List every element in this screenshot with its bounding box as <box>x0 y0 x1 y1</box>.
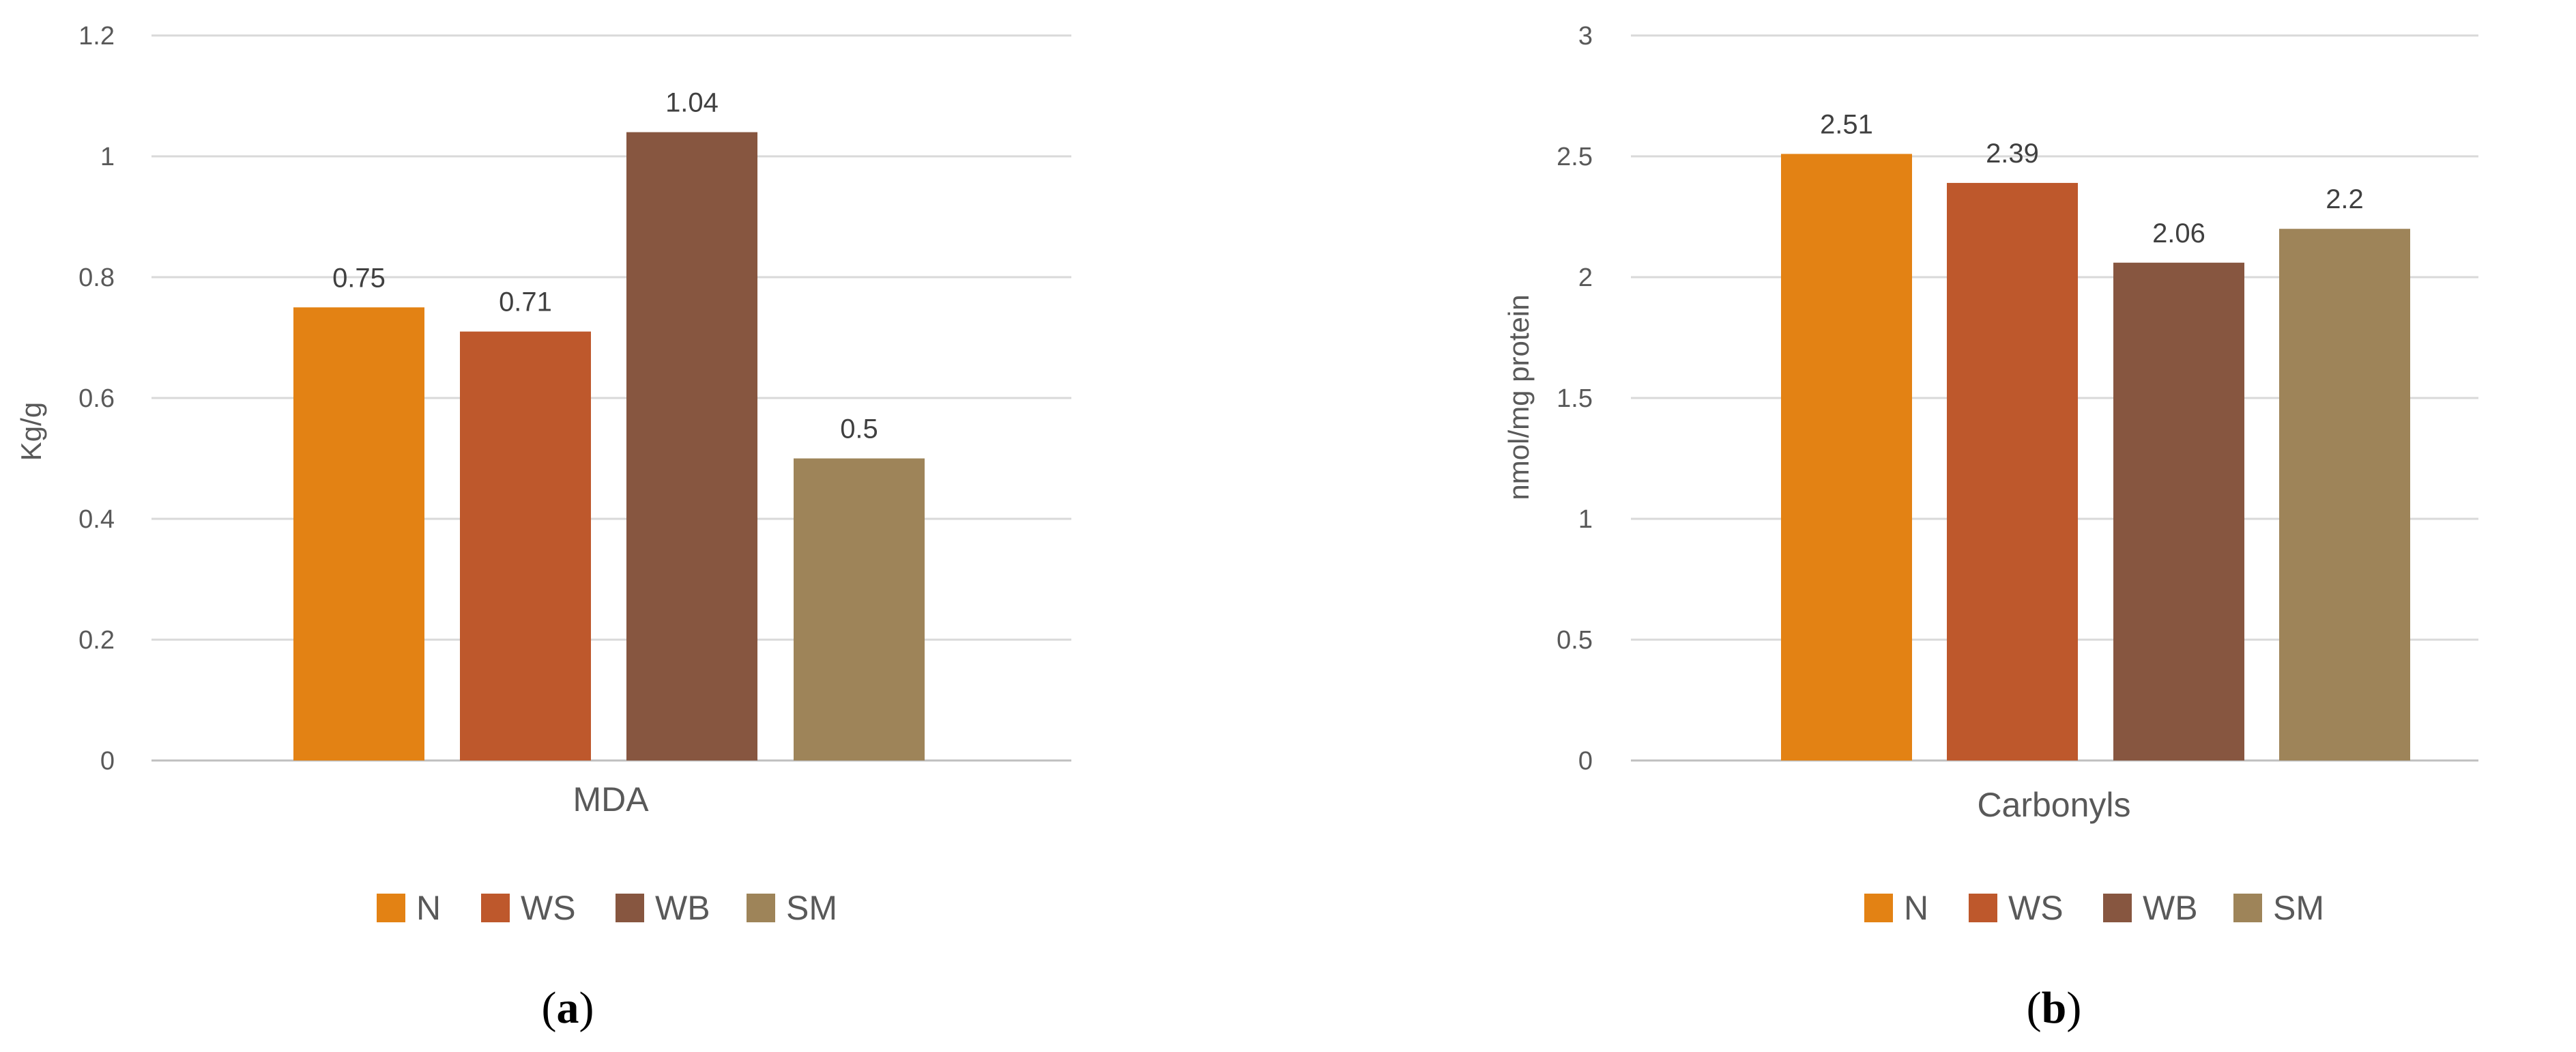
chart-a-panel-label: (a) <box>542 983 594 1033</box>
chart-b-bar-ws <box>1947 182 2078 760</box>
chart-a-y-tick-label: 1 <box>100 143 115 171</box>
chart-b-legend-label-ws: WS <box>2008 889 2064 927</box>
chart-b-y-tick-label: 1 <box>1578 505 1593 534</box>
chart-b-y-ticks: 0 0.5 1 1.5 2 2.5 3 <box>1557 22 1593 776</box>
chart-a-legend-swatch-n <box>377 894 405 922</box>
chart-a-data-label-wb: 1.04 <box>665 88 719 118</box>
chart-a-legend-swatch-sm <box>747 894 775 922</box>
chart-b-y-tick-label: 2 <box>1578 264 1593 292</box>
chart-b-data-label-wb: 2.06 <box>2152 218 2205 248</box>
chart-a-legend-label-n: N <box>416 889 441 927</box>
chart-b-legend-label-sm: SM <box>2273 889 2324 927</box>
chart-a-data-labels: 0.75 0.71 1.04 0.5 <box>332 88 878 444</box>
chart-a-bar-ws <box>460 331 591 760</box>
chart-b-category-label: Carbonyls <box>1977 786 2130 824</box>
chart-a-y-tick-label: 0 <box>100 747 115 776</box>
chart-a-panel-letter: a <box>557 983 579 1033</box>
chart-b-data-label-sm: 2.2 <box>2326 184 2364 214</box>
chart-b-y-tick-label: 0.5 <box>1557 626 1593 655</box>
chart-a-data-label-n: 0.75 <box>332 263 386 293</box>
chart-a-y-tick-label: 1.2 <box>78 22 115 51</box>
chart-a-data-label-sm: 0.5 <box>840 414 878 444</box>
chart-a-category-label: MDA <box>573 780 649 819</box>
chart-a-y-ticks: 0 0.2 0.4 0.6 0.8 1 1.2 <box>78 22 115 776</box>
chart-a-data-label-ws: 0.71 <box>499 287 552 317</box>
chart-b-legend-swatch-n <box>1864 894 1893 922</box>
chart-b-legend-swatch-wb <box>2103 894 2132 922</box>
chart-a: Kg/g 0 0.2 0.4 0.6 0.8 1 1.2 0.75 0.71 1.04 0.5 M… <box>15 22 1071 1033</box>
chart-b-bar-n <box>1781 154 1912 760</box>
chart-a-legend-label-wb: WB <box>655 889 710 927</box>
chart-a-y-tick-label: 0.6 <box>78 384 115 413</box>
chart-a-legend-label-ws: WS <box>521 889 576 927</box>
chart-b-y-tick-label: 0 <box>1578 747 1593 776</box>
chart-b-y-tick-label: 3 <box>1578 22 1593 51</box>
chart-a-bars <box>293 132 925 761</box>
chart-a-y-tick-label: 0.2 <box>78 626 115 655</box>
chart-b-panel-letter: b <box>2042 983 2067 1033</box>
chart-b-legend-swatch-sm <box>2233 894 2262 922</box>
chart-b-data-labels: 2.51 2.39 2.06 2.2 <box>1820 109 2364 248</box>
chart-b-legend-swatch-ws <box>1969 894 1997 922</box>
chart-a-legend-label-sm: SM <box>786 889 837 927</box>
chart-b-legend: N WS WB SM <box>1864 889 2324 927</box>
chart-b-y-tick-label: 2.5 <box>1557 143 1593 171</box>
chart-a-bar-n <box>293 307 424 760</box>
chart-b-bars <box>1781 154 2410 760</box>
chart-b-legend-label-n: N <box>1904 889 1928 927</box>
chart-b-legend-label-wb: WB <box>2143 889 2198 927</box>
chart-b-data-label-ws: 2.39 <box>1986 139 2039 169</box>
chart-a-y-tick-label: 0.8 <box>78 264 115 292</box>
chart-b-bar-wb <box>2113 262 2244 760</box>
chart-a-y-tick-label: 0.4 <box>78 505 115 534</box>
chart-b-y-axis-label: nmol/mg protein <box>1503 294 1535 500</box>
chart-a-legend-swatch-ws <box>481 894 510 922</box>
chart-a-legend: N WS WB SM <box>377 889 837 927</box>
chart-b-data-label-n: 2.51 <box>1820 109 1873 139</box>
chart-b: nmol/mg protein 00.511.522.53 2.512.392.… <box>1503 22 2478 1033</box>
chart-b-y-tick-label: 1.5 <box>1557 384 1593 413</box>
chart-a-bar-sm <box>794 458 925 760</box>
chart-a-y-axis-label: Kg/g <box>15 402 47 461</box>
chart-b-panel-label: (b) <box>2027 983 2082 1033</box>
chart-b-bar-sm <box>2279 229 2410 760</box>
chart-a-bar-wb <box>626 132 757 761</box>
chart-a-gridlines <box>151 34 1071 762</box>
chart-a-legend-swatch-wb <box>616 894 644 922</box>
